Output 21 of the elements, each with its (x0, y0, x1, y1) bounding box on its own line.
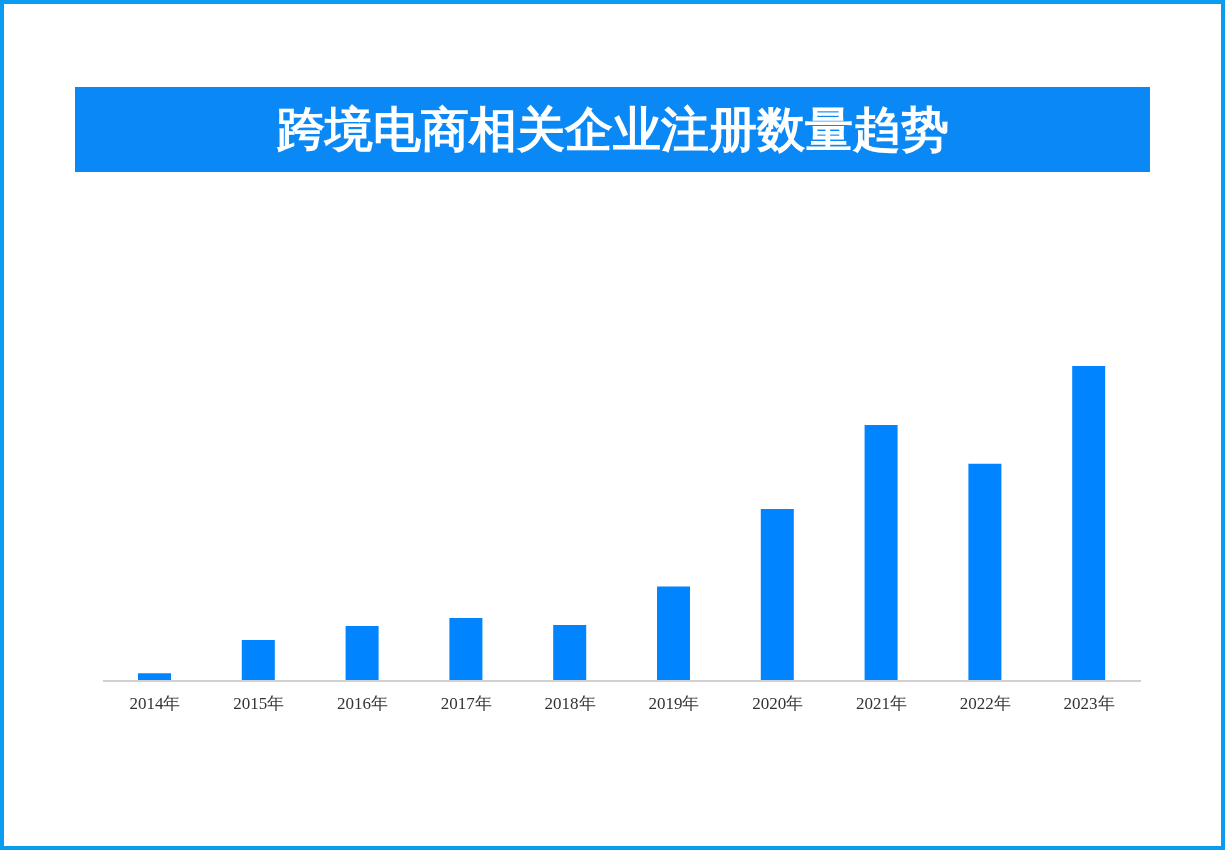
title-banner: 跨境电商相关企业注册数量趋势 (75, 87, 1150, 172)
bar (553, 624, 587, 681)
bar (657, 586, 690, 681)
bar (345, 625, 379, 681)
bar (241, 640, 275, 681)
x-tick-label: 2022年 (959, 694, 1011, 714)
bar (449, 618, 483, 681)
chart-title: 跨境电商相关企业注册数量趋势 (276, 101, 949, 158)
bar (1072, 366, 1106, 681)
bar (968, 463, 1002, 681)
x-tick-label: 2014年 (129, 694, 181, 714)
x-tick-label: 2015年 (233, 694, 285, 714)
x-tick-label: 2023年 (1063, 694, 1115, 714)
x-tick-label: 2018年 (544, 694, 596, 714)
x-tick-label: 2019年 (648, 694, 700, 714)
bar (864, 424, 898, 681)
x-tick-label: 2017年 (440, 694, 492, 714)
x-tick-label: 2016年 (337, 694, 388, 714)
x-tick-label: 2020年 (752, 694, 804, 714)
bar (760, 509, 794, 681)
x-tick-label: 2021年 (856, 694, 907, 714)
